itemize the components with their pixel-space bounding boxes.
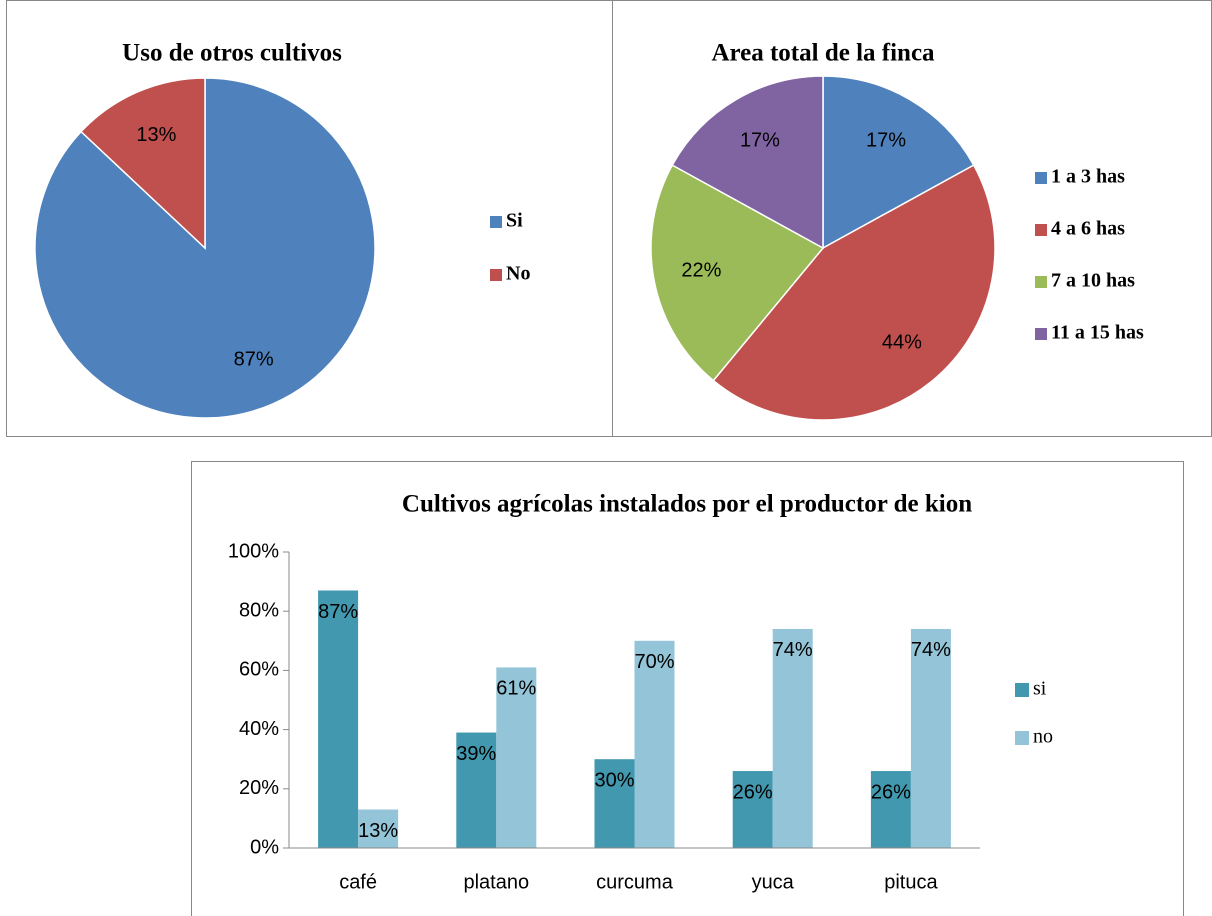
x-tick-label: platano bbox=[463, 871, 529, 893]
legend-label: 4 a 6 has bbox=[1051, 218, 1125, 240]
data-label: 74% bbox=[773, 639, 813, 661]
legend-swatch bbox=[1035, 328, 1047, 340]
legend-label: No bbox=[506, 263, 530, 285]
data-label: 44% bbox=[882, 332, 922, 354]
y-tick-label: 60% bbox=[239, 659, 279, 681]
legend-swatch bbox=[1035, 224, 1047, 236]
data-label: 87% bbox=[234, 349, 274, 371]
y-tick-label: 100% bbox=[228, 540, 279, 562]
data-label: 17% bbox=[866, 130, 906, 152]
data-label: 22% bbox=[681, 259, 721, 281]
chart-title: Uso de otros cultivos bbox=[122, 40, 342, 67]
data-label: 13% bbox=[136, 124, 176, 146]
x-tick-label: café bbox=[339, 871, 377, 893]
data-label: 74% bbox=[911, 639, 951, 661]
data-label: 26% bbox=[733, 781, 773, 803]
data-label: 17% bbox=[740, 130, 780, 152]
x-tick-label: yuca bbox=[752, 871, 795, 893]
pie-slice bbox=[80, 77, 206, 250]
data-label: 30% bbox=[594, 769, 634, 791]
legend-swatch bbox=[1035, 172, 1047, 184]
data-label: 26% bbox=[871, 781, 911, 803]
y-tick-label: 80% bbox=[239, 599, 279, 621]
bar bbox=[358, 809, 399, 848]
x-tick-label: curcuma bbox=[596, 871, 674, 893]
legend-label: no bbox=[1033, 726, 1053, 748]
y-tick-label: 20% bbox=[239, 777, 279, 799]
bar bbox=[732, 771, 773, 848]
x-tick-label: pituca bbox=[884, 871, 938, 893]
legend-swatch bbox=[1015, 683, 1029, 697]
legend-label: si bbox=[1033, 678, 1047, 700]
data-label: 87% bbox=[318, 601, 358, 623]
pie-slice bbox=[822, 75, 975, 250]
y-tick-label: 40% bbox=[239, 718, 279, 740]
chart-title: Cultivos agrícolas instalados por el pro… bbox=[402, 491, 972, 518]
pie-slice bbox=[34, 77, 376, 419]
chart-title: Area total de la finca bbox=[711, 40, 935, 67]
bar bbox=[634, 640, 675, 848]
bar bbox=[318, 590, 359, 848]
chart-frame bbox=[191, 461, 1184, 916]
legend-swatch bbox=[490, 216, 502, 228]
data-label: 13% bbox=[358, 820, 398, 842]
pie-slice bbox=[671, 75, 824, 250]
legend-swatch bbox=[490, 269, 502, 281]
legend-label: Si bbox=[506, 210, 523, 232]
legend-swatch bbox=[1015, 731, 1029, 745]
bar bbox=[870, 771, 911, 848]
data-label: 61% bbox=[496, 678, 536, 700]
bar bbox=[910, 628, 951, 848]
bar bbox=[772, 628, 813, 848]
pie-slice bbox=[712, 164, 996, 421]
legend-swatch bbox=[1035, 276, 1047, 288]
bar bbox=[456, 732, 497, 848]
data-label: 70% bbox=[634, 651, 674, 673]
bar bbox=[594, 759, 635, 848]
legend-label: 1 a 3 has bbox=[1051, 166, 1125, 188]
data-label: 39% bbox=[456, 743, 496, 765]
legend-label: 7 a 10 has bbox=[1051, 270, 1135, 292]
pie-slice bbox=[650, 164, 825, 382]
y-tick-label: 0% bbox=[250, 836, 279, 858]
bar bbox=[496, 667, 537, 848]
legend-label: 11 a 15 has bbox=[1051, 322, 1144, 344]
